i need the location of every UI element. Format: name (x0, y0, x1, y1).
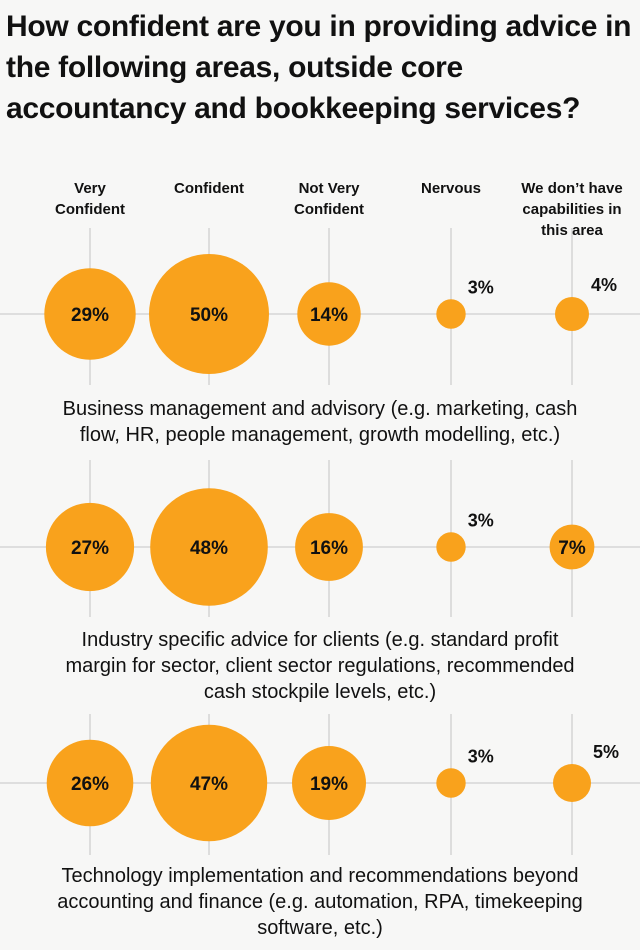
bubble (549, 524, 595, 570)
row-label: Industry specific advice for clients (e.… (65, 629, 574, 703)
column-header: Very Confident (55, 180, 125, 218)
data-label: 19% (310, 774, 348, 795)
data-label: 7% (558, 538, 586, 559)
bubble (150, 488, 268, 606)
data-label: 50% (190, 305, 228, 326)
data-label: 26% (71, 774, 109, 795)
data-label: 3% (468, 746, 494, 766)
column-header-line: We don’t have (521, 180, 622, 197)
data-label: 4% (591, 275, 617, 295)
column-header-line: Confident (55, 201, 125, 218)
column-header-line: Very (74, 180, 106, 197)
data-label: 14% (310, 305, 348, 326)
data-label: 3% (468, 510, 494, 530)
column-header-line: Not Very (299, 180, 361, 197)
row-label-line: Industry specific advice for clients (e.… (82, 629, 559, 651)
row-label-line: software, etc.) (257, 917, 383, 939)
row-label: Technology implementation and recommenda… (57, 865, 583, 939)
row-label-line: Technology implementation and recommenda… (62, 865, 579, 887)
bubble (436, 768, 466, 798)
bubble (297, 282, 361, 346)
column-header: Confident (174, 180, 244, 197)
bubble (46, 739, 134, 827)
row-label-line: margin for sector, client sector regulat… (65, 655, 574, 677)
column-header-line: Nervous (421, 180, 481, 197)
column-header: Not Very Confident (294, 180, 364, 218)
column-header-line: Confident (294, 201, 364, 218)
row-label-line: flow, HR, people management, growth mode… (80, 424, 560, 446)
bubble (45, 502, 135, 592)
bubble (436, 532, 466, 562)
data-label: 47% (190, 774, 228, 795)
bubble (295, 513, 363, 581)
chart-title: How confident are you in providing advic… (6, 10, 632, 125)
bubble (555, 297, 589, 331)
row-label: Business management and advisory (e.g. m… (63, 398, 578, 446)
column-header: Nervous (421, 180, 481, 197)
row-label-line: Business management and advisory (e.g. m… (63, 398, 578, 420)
bubble (292, 746, 366, 820)
bubble (149, 254, 269, 374)
data-label: 3% (468, 277, 494, 297)
bubble (44, 268, 136, 360)
data-label: 5% (593, 742, 619, 762)
row-label-line: accounting and finance (e.g. automation,… (57, 891, 583, 913)
bubble (150, 724, 268, 842)
data-label: 48% (190, 538, 228, 559)
column-header-line: Confident (174, 180, 244, 197)
data-label: 29% (71, 305, 109, 326)
column-header-line: capabilities in (522, 201, 621, 218)
row-label-line: cash stockpile levels, etc.) (204, 681, 436, 703)
bubble (436, 299, 466, 329)
data-label: 16% (310, 538, 348, 559)
data-label: 27% (71, 538, 109, 559)
bubble (553, 764, 591, 802)
